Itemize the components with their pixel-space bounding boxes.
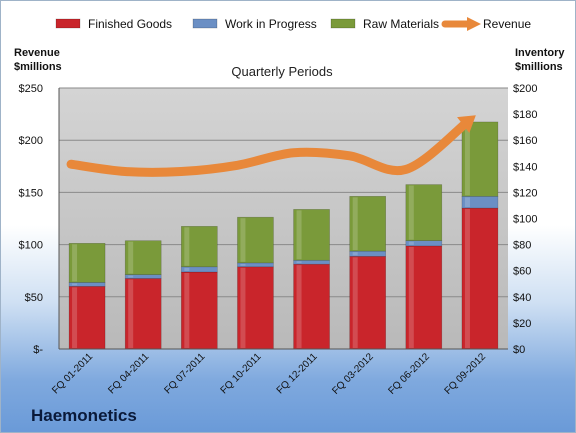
right-tick-label: $160: [513, 135, 537, 147]
legend-label: Raw Materials: [363, 17, 439, 31]
left-tick-label: $50: [25, 292, 43, 304]
category-tick-label: FQ 07-2011: [162, 351, 207, 396]
bar-raw-materials: [349, 196, 386, 252]
category-tick-label: FQ 10-2011: [219, 351, 264, 396]
bar-highlight: [352, 252, 358, 256]
legend-swatch-finished-goods: [55, 18, 81, 29]
right-tick-label: $180: [513, 109, 537, 121]
right-tick-label: $120: [513, 187, 537, 199]
bar-highlight: [72, 287, 78, 348]
bar-finished-goods: [405, 245, 443, 350]
bar-highlight: [408, 241, 414, 245]
right-axis-label-line2: $millions: [515, 61, 563, 73]
bar-highlight: [72, 283, 78, 286]
bar-finished-goods: [349, 256, 386, 350]
bar-highlight: [184, 227, 190, 266]
left-axis-label-line2: $millions: [14, 61, 62, 73]
bar-finished-goods: [293, 263, 330, 350]
bar-highlight: [464, 122, 470, 196]
category-tick-label: FQ 04-2011: [106, 351, 151, 396]
bar-raw-materials: [293, 209, 330, 261]
right-axis-label-line1: Inventory: [515, 47, 565, 59]
right-tick-label: $100: [513, 214, 537, 226]
left-tick-label: $150: [19, 187, 43, 199]
legend-swatch-revenue-arrow: [467, 17, 481, 31]
bar-highlight: [184, 267, 190, 272]
bar-highlight: [72, 244, 78, 282]
bar-raw-materials: [68, 242, 106, 283]
right-tick-label: $80: [513, 240, 531, 252]
legend-swatch-raw-materials: [330, 18, 356, 29]
category-tick-label: FQ 09-2012: [443, 351, 489, 397]
right-tick-label: $200: [513, 83, 537, 95]
company-name: Haemonetics: [31, 406, 137, 425]
bar-finished-goods: [124, 278, 162, 350]
bar-highlight: [352, 257, 358, 348]
bar-raw-materials: [181, 226, 218, 268]
right-tick-label: $60: [513, 266, 531, 278]
legend-label: Revenue: [483, 17, 531, 31]
legend-swatch-work-in-progress: [192, 18, 218, 29]
left-tick-label: $-: [33, 344, 43, 356]
bar-highlight: [240, 263, 246, 266]
category-tick-label: FQ 03-2012: [330, 351, 376, 397]
bar-raw-materials: [461, 121, 499, 197]
bar-highlight: [352, 197, 358, 251]
bar-highlight: [240, 267, 246, 348]
left-tick-label: $200: [19, 135, 43, 147]
bar-finished-goods: [68, 286, 106, 350]
bar-finished-goods: [237, 266, 274, 350]
legend-label: Finished Goods: [88, 17, 172, 31]
left-axis-label-line1: Revenue: [14, 47, 60, 59]
bar-highlight: [464, 209, 470, 348]
category-tick-label: FQ 06-2012: [386, 351, 432, 397]
bar-highlight: [128, 241, 134, 274]
bar-raw-materials: [237, 216, 274, 264]
category-tick-label: FQ 12-2011: [275, 351, 320, 396]
bar-highlight: [296, 210, 302, 260]
bar-highlight: [464, 197, 470, 208]
chart-title: Quarterly Periods: [231, 64, 333, 79]
right-tick-label: $140: [513, 161, 537, 173]
revenue-arrowhead: [457, 115, 476, 133]
bar-raw-materials: [124, 240, 162, 275]
legend-label: Work in Progress: [225, 17, 317, 31]
bar-highlight: [296, 261, 302, 264]
bar-raw-materials: [405, 184, 443, 241]
left-tick-label: $100: [19, 240, 43, 252]
bar-highlight: [408, 185, 414, 240]
right-tick-label: $0: [513, 344, 525, 356]
bar-highlight: [128, 279, 134, 348]
bar-highlight: [128, 275, 134, 278]
left-tick-label: $250: [19, 83, 43, 95]
right-tick-label: $40: [513, 292, 531, 304]
bar-highlight: [296, 265, 302, 348]
category-tick-label: FQ 01-2011: [50, 351, 95, 396]
bar-highlight: [240, 218, 246, 262]
right-tick-label: $20: [513, 318, 531, 330]
bar-highlight: [184, 273, 190, 348]
bar-finished-goods: [181, 271, 218, 350]
bar-highlight: [408, 246, 414, 348]
bar-finished-goods: [461, 207, 499, 350]
